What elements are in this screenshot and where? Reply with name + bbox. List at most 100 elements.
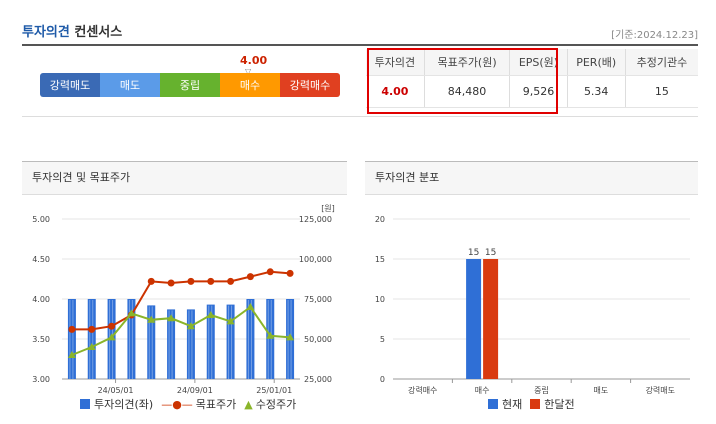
target-price-point: [246, 273, 254, 281]
reference-date: [기준:2024.12.23]: [611, 30, 698, 41]
bar-data-label: 15: [485, 248, 496, 258]
opinion-marker-triangle-icon: ▽: [245, 67, 252, 76]
section-title: 투자의견 컨센서스: [22, 21, 122, 40]
section-divider: [22, 116, 698, 117]
adjusted-price-point: [147, 315, 156, 323]
adjusted-price-point: [87, 343, 96, 350]
legend-item: —●— 목표주가: [161, 396, 236, 412]
opinion-bar: [266, 299, 275, 379]
opinion-bar: [127, 299, 136, 379]
opinion-distribution-chart: 20 15 10 5 0 강력매수 매수 중립 매도 강력매도 15 15: [375, 215, 690, 395]
adjusted-price-point: [167, 314, 176, 322]
distribution-bar: [466, 259, 482, 379]
opinion-target-panel: 투자의견 및 목표주가 5.00 4.50 4.00 3.50 3.00 125,000 1…: [22, 161, 347, 424]
y-tick-label: 15: [375, 255, 385, 264]
adjusted-price-point: [266, 331, 275, 339]
target-price-point: [108, 322, 116, 330]
chart2-legend: 현재 한달전: [488, 396, 583, 412]
legend-label: 현재: [502, 398, 523, 411]
target-price-point: [286, 269, 294, 277]
scale-label: 강력매수: [289, 79, 331, 92]
section-title-accent: 투자의견: [22, 25, 70, 40]
th-target-price: 목표주가(원): [423, 49, 510, 76]
legend-swatch: [488, 399, 498, 409]
opinion-bar: [246, 299, 255, 379]
chart1-legend: 투자의견(좌) —●— 목표주가 ▲ 수정주가: [80, 396, 304, 412]
y-right-tick-label: 125,000: [299, 215, 332, 224]
y-tick-label: 20: [375, 215, 385, 224]
opinion-bar: [147, 305, 156, 379]
opinion-marker-value: 4.00: [240, 54, 268, 67]
panel-title: 투자의견 및 목표주가: [22, 162, 347, 195]
y-right-tick-label: 100,000: [299, 255, 332, 264]
th-per: PER(배): [566, 49, 626, 76]
target-price-point: [68, 325, 76, 333]
y-right-unit-label: [원]: [321, 204, 335, 213]
distribution-bar: [483, 259, 499, 379]
scale-label: 매수: [239, 79, 261, 92]
x-tick-label: 24/09/01: [177, 386, 213, 395]
legend-label: 수정주가: [255, 398, 297, 411]
td-opinion: 4.00: [366, 75, 425, 108]
y-left-tick-label: 4.50: [32, 255, 50, 264]
adjusted-price-point: [286, 333, 295, 341]
x-tick-label: 강력매수: [408, 385, 437, 395]
legend-item: 현재: [488, 396, 522, 412]
opinion-bar: [226, 304, 235, 379]
legend-item: 한달전: [530, 396, 575, 412]
section-title-rest: 컨센서스: [69, 25, 123, 40]
y-right-tick-label: 25,000: [304, 375, 332, 384]
legend-line-marker-icon: —●—: [161, 397, 193, 411]
scale-sell: 매도: [100, 73, 160, 97]
opinion-scale-bar: 강력매도 매도 중립 매수 강력매수: [40, 73, 340, 97]
td-per: 5.34: [566, 75, 626, 108]
scale-label: 중립: [179, 79, 201, 92]
adjusted-price-point: [226, 317, 235, 325]
target-price-point: [147, 277, 155, 285]
legend-swatch: [530, 399, 541, 409]
target-price-point: [266, 268, 274, 276]
adjusted-price-point: [246, 303, 255, 310]
adjusted-price-point: [107, 333, 116, 341]
legend-item: ▲ 수정주가: [244, 396, 296, 412]
consensus-value-row: 4.00 84,480 9,526 5.34 15: [366, 75, 698, 108]
opinion-bar: [206, 304, 215, 379]
legend-swatch: [80, 399, 90, 409]
x-tick-label: 매도: [594, 386, 609, 395]
x-tick-label: 중립: [534, 386, 549, 395]
th-institutions: 추정기관수: [624, 49, 698, 76]
x-tick-label: 25/01/01: [256, 386, 292, 395]
legend-label: 목표주가: [195, 398, 237, 411]
td-target-price: 84,480: [423, 75, 510, 108]
target-price-point: [207, 277, 215, 285]
y-tick-label: 0: [380, 375, 385, 384]
target-price-point: [88, 325, 96, 333]
adjusted-price-point: [127, 309, 136, 317]
x-tick-label: 강력매도: [646, 385, 675, 395]
opinion-distribution-panel: 투자의견 분포 20 15 10 5 0 강력매수 매수 중립 매도 강력매도 15 15 현재 한달…: [365, 161, 698, 424]
scale-buy: 매수: [220, 73, 280, 97]
y-left-tick-label: 4.00: [32, 295, 50, 304]
highlight-box: [367, 48, 558, 114]
x-tick-label: 매수: [475, 386, 490, 395]
scale-label: 강력매도: [49, 79, 91, 92]
panel-title: 투자의견 분포: [365, 162, 698, 195]
y-left-tick-label: 3.00: [32, 375, 50, 384]
th-opinion: 투자의견: [366, 49, 425, 76]
legend-label: 한달전: [544, 398, 575, 411]
y-tick-label: 10: [375, 295, 385, 304]
scale-strong-buy: 강력매수: [280, 73, 340, 97]
scale-neutral: 중립: [160, 73, 220, 97]
target-price-point: [167, 279, 175, 287]
opinion-bar: [87, 299, 96, 379]
scale-strong-sell: 강력매도: [40, 73, 100, 97]
y-right-tick-label: 50,000: [304, 335, 332, 344]
y-tick-label: 5: [380, 335, 385, 344]
y-right-tick-label: 75,000: [304, 295, 332, 304]
header-divider: [22, 44, 698, 46]
legend-label: 투자의견(좌): [94, 398, 154, 411]
opinion-target-chart: 5.00 4.50 4.00 3.50 3.00 125,000 100,000 75,000…: [32, 204, 335, 395]
target-price-point: [187, 277, 195, 285]
y-left-tick-label: 5.00: [32, 215, 50, 224]
legend-item: 투자의견(좌): [80, 396, 153, 412]
